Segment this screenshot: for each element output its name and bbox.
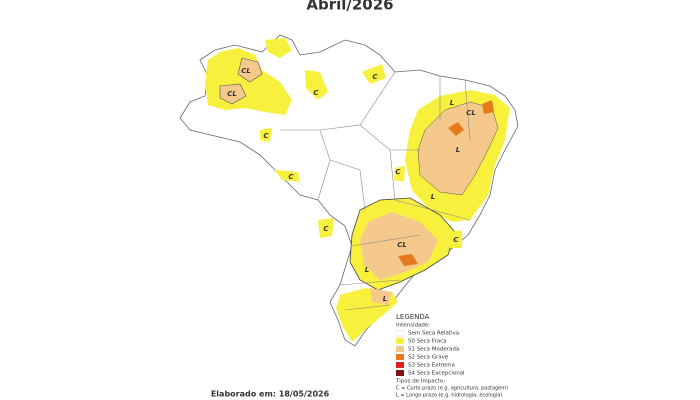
map-label: L [450,99,454,107]
legend-subtitle: Intensidade: [396,323,430,329]
brazil-map [179,34,519,347]
legend-label: S1 Seca Moderada [408,347,459,353]
legend-swatch [395,329,405,337]
map-label: C [372,73,378,81]
map-label: C [288,173,294,181]
legend-label: S2 Seca Grave [408,355,449,361]
legend-swatch [396,338,404,344]
legend-label: Sem Seca Relativa [408,331,459,337]
legend-title: LEGENDA [396,313,430,321]
impact-label: L = Longo prazo (e.g. hidrologia, ecolog… [396,393,502,399]
map-label: L [431,193,435,201]
map-label: C [323,225,329,233]
map-label: C [453,236,459,244]
map-label: CL [241,67,251,75]
map-label: CL [227,90,237,98]
map-label: L [456,146,460,154]
legend-swatch [396,346,404,352]
map-label: C [395,168,401,176]
legend-swatch [396,370,404,376]
map-label: CL [397,241,407,249]
footer: Elaborado em: 18/05/2026 [211,390,330,399]
impact-label: C = Curto prazo (e.g. agricultura, pasta… [396,386,508,392]
map-label: C [313,89,319,97]
legend-swatch [396,354,404,360]
map-label: L [365,266,369,274]
map-label: L [383,295,387,303]
impact-title: Tipos de Impacto: [395,379,445,385]
map-label: C [263,132,269,140]
title: Abril/2026 [306,0,393,14]
legend-label: S0 Seca Fraca [408,339,447,345]
legend-swatch [396,362,404,368]
map-label: CL [466,109,476,117]
legend-label: S3 Seca Extrema [408,363,455,369]
legend-label: S4 Seca Excepcional [408,371,465,377]
legend: LEGENDA Intensidade: Sem Seca Relativa S0 S… [395,313,508,399]
